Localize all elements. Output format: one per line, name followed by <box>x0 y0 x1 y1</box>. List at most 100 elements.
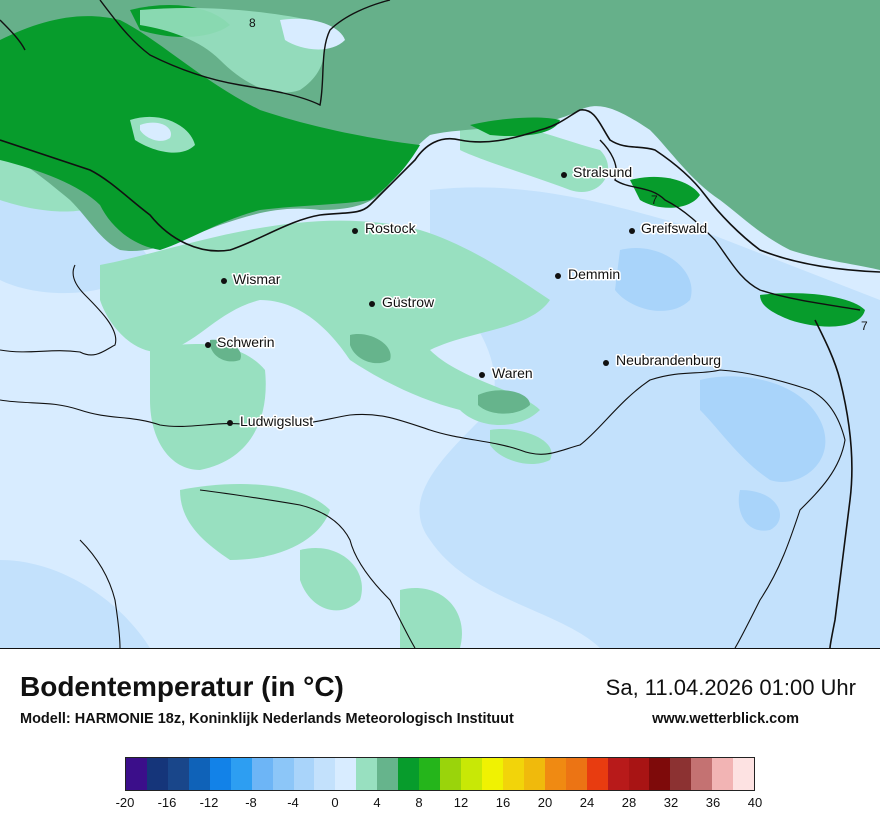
coastal-green-east <box>630 176 700 208</box>
green-zone-south <box>180 484 330 560</box>
colorbar-tick-label: -16 <box>157 795 177 810</box>
city-dot <box>227 420 233 426</box>
city-dot <box>479 372 485 378</box>
city-label: Greifswald <box>641 220 707 236</box>
colorbar-swatch <box>649 758 671 790</box>
contour-label: 8 <box>249 16 256 30</box>
colorbar-tick-label: -12 <box>199 795 219 810</box>
coastline-islands <box>599 139 861 311</box>
colorbar-tick-label: 12 <box>453 795 469 810</box>
city-stralsund: Stralsund <box>561 163 634 182</box>
colorbar-swatch <box>167 758 189 790</box>
coastline-north <box>99 0 391 107</box>
state-border-west <box>0 264 117 356</box>
city-waren: Waren <box>479 364 534 383</box>
state-border-east <box>814 319 853 648</box>
colorbar-swatch <box>188 758 210 790</box>
blue-zone-3 <box>738 490 780 531</box>
colorbar-ticks: -20 -16 -12 -8 -4 0 4 8 12 16 20 24 28 32 36 40 <box>0 795 880 815</box>
city-label: Wismar <box>233 271 281 287</box>
colorbar-swatch <box>293 758 315 790</box>
green-zone-south-2 <box>300 548 362 611</box>
website-link[interactable]: www.wetterblick.com <box>652 711 799 727</box>
city-label: Rostock <box>365 220 417 236</box>
colorbar-tick-label: 24 <box>579 795 595 810</box>
city-dot <box>629 228 635 234</box>
colorbar-swatch <box>565 758 587 790</box>
colorbar-swatch <box>126 758 147 790</box>
model-info: Modell: HARMONIE 18z, Koninklijk Nederla… <box>20 711 514 727</box>
city-label: Ludwigslust <box>240 413 313 429</box>
colorbar-tick-label: 0 <box>331 795 339 810</box>
state-border-south <box>199 489 416 648</box>
colorbar-tick-label: 40 <box>747 795 763 810</box>
city-schwerin: Schwerin <box>205 333 276 352</box>
colorbar-tick-label: -4 <box>287 795 299 810</box>
colorbar-swatch <box>398 758 420 790</box>
colorbar-swatch <box>481 758 503 790</box>
colorbar-tick-label: -8 <box>245 795 257 810</box>
map-title: Bodentemperatur (in °C) <box>20 671 344 702</box>
city-dot <box>561 172 567 178</box>
forecast-datetime: Sa, 11.04.2026 01:00 Uhr <box>605 675 856 700</box>
colorbar-swatch <box>209 758 231 790</box>
green-zone-mecklenburg <box>100 220 550 425</box>
colorbar-swatch <box>733 758 755 790</box>
city-dot <box>205 342 211 348</box>
colorbar-swatch <box>628 758 650 790</box>
mid-green-zone-schwerin <box>210 339 241 362</box>
coastal-green-east-2 <box>760 293 865 327</box>
green-zone-waren <box>490 429 552 465</box>
colorbar-tick-label: 28 <box>621 795 637 810</box>
colorbar-swatch <box>502 758 524 790</box>
colorbar-swatch <box>419 758 441 790</box>
colorbar-swatch <box>440 758 461 790</box>
city-dot <box>603 360 609 366</box>
colorbar <box>125 757 755 791</box>
colorbar-swatch <box>607 758 629 790</box>
colorbar-swatch <box>272 758 294 790</box>
city-dot <box>555 273 561 279</box>
city-neubrandenburg: Neubrandenburg <box>603 351 723 370</box>
coastal-light-band-4 <box>140 122 171 141</box>
coastal-green-west <box>0 16 420 251</box>
colorbar-swatch <box>230 758 252 790</box>
mid-green-zone <box>350 334 391 364</box>
city-greifswald: Greifswald <box>629 219 709 238</box>
colorbar-swatch <box>146 758 168 790</box>
city-label: Stralsund <box>573 164 632 180</box>
colorbar-swatch <box>544 758 566 790</box>
colorbar-tick-label: 36 <box>705 795 721 810</box>
city-wismar: Wismar <box>221 270 282 289</box>
city-demmin: Demmin <box>555 265 622 284</box>
colorbar-tick-label: 8 <box>415 795 423 810</box>
city-dot <box>369 301 375 307</box>
colorbar-swatch <box>691 758 713 790</box>
city-label: Schwerin <box>217 334 275 350</box>
city-dot <box>352 228 358 234</box>
colorbar-swatch <box>670 758 692 790</box>
contour-label: 7 <box>861 319 868 333</box>
colorbar-tick-label: 20 <box>537 795 553 810</box>
colorbar-swatch <box>712 758 734 790</box>
mid-green-zone-waren <box>478 390 530 414</box>
colorbar-swatch <box>251 758 273 790</box>
temperature-map: Stralsund Greifswald Rostock Wismar Demm… <box>0 0 880 649</box>
colorbar-swatch <box>314 758 336 790</box>
city-rostock: Rostock <box>352 219 418 238</box>
green-zone-west <box>150 344 266 470</box>
colorbar-tick-label: 16 <box>495 795 511 810</box>
coastline <box>0 109 880 273</box>
contour-label: 7 <box>651 193 658 207</box>
blue-zone <box>615 248 692 311</box>
colorbar-tick-label: 32 <box>663 795 679 810</box>
colorbar-swatch <box>356 758 378 790</box>
colorbar-tick-label: -20 <box>115 795 135 810</box>
city-label: Waren <box>492 365 533 381</box>
coastline-west <box>0 19 26 51</box>
city-label: Demmin <box>568 266 620 282</box>
coastal-light-band-2 <box>280 18 345 50</box>
colorbar-swatch <box>586 758 608 790</box>
city-guestrow: Güstrow <box>369 293 437 312</box>
state-border-southwest <box>79 539 121 648</box>
